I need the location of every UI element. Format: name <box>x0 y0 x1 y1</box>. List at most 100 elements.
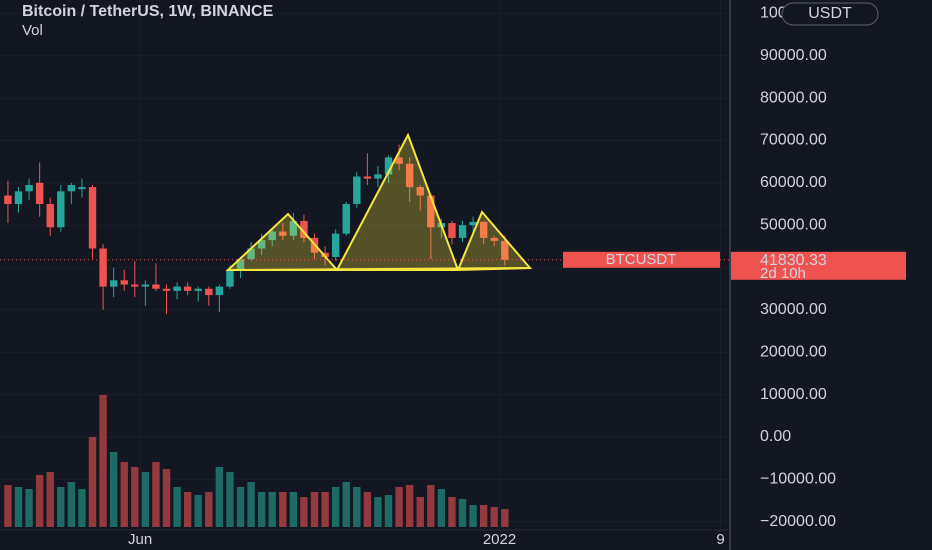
volume-bar <box>67 482 76 527</box>
chart-title: Bitcoin / TetherUS, 1W, BINANCE <box>22 3 274 20</box>
overlay: Bitcoin / TetherUS, 1W, BINANCE Vol USDT… <box>0 2 906 282</box>
y-tick-label: 70000.00 <box>760 132 827 149</box>
candle-body <box>458 225 467 238</box>
candle-body <box>374 174 382 179</box>
candle-body <box>162 288 171 291</box>
candle-body <box>46 204 54 228</box>
y-tick-label: 80000.00 <box>760 89 827 106</box>
candle-body <box>395 157 403 164</box>
candle-body <box>342 204 350 234</box>
candle-body <box>4 195 12 205</box>
candle-body <box>279 231 287 236</box>
volume-bar <box>469 505 477 527</box>
candle-body <box>384 157 393 175</box>
candle-body <box>99 248 107 287</box>
head <box>335 132 460 271</box>
candle-body <box>183 286 192 291</box>
candle-body <box>501 240 509 260</box>
head-and-shoulders-drawing <box>225 132 533 272</box>
candle-body <box>14 191 23 205</box>
candle-body <box>416 187 424 196</box>
candle-body <box>247 248 255 260</box>
candle-body <box>331 233 340 257</box>
candle-body <box>67 184 76 192</box>
volume-bar <box>88 437 97 527</box>
volume-bar <box>131 467 139 527</box>
y-tick-label: 0.00 <box>760 428 791 445</box>
volume-bar <box>384 495 393 527</box>
y-tick-label: 20000.00 <box>760 344 827 361</box>
candle-body <box>88 187 97 249</box>
volume-bar <box>57 487 65 527</box>
candle-body <box>152 284 160 289</box>
candle-body <box>353 176 361 205</box>
candle-body <box>194 288 202 291</box>
candle-body <box>25 184 33 192</box>
volume-layer <box>4 395 509 527</box>
volume-bar <box>416 497 424 527</box>
candle-body <box>226 269 234 287</box>
candle-body <box>257 240 266 249</box>
volume-bar <box>268 492 276 527</box>
volume-bar <box>427 485 435 527</box>
volume-bar <box>321 492 329 527</box>
volume-bar <box>458 499 467 527</box>
volume-bar <box>490 507 498 527</box>
volume-bar <box>173 487 181 527</box>
volume-bar <box>205 492 213 527</box>
candle-body <box>205 288 213 296</box>
candle-body <box>405 163 414 188</box>
volume-bar <box>120 462 128 527</box>
neckline <box>227 267 531 271</box>
volume-bar <box>4 485 12 527</box>
candle-body <box>448 223 456 238</box>
candle-body <box>479 221 488 238</box>
candle-body <box>109 280 118 287</box>
volume-bar <box>247 482 255 527</box>
volume-bar <box>479 505 488 527</box>
volume-bar <box>405 485 414 527</box>
candle-body <box>321 252 329 257</box>
currency-badge[interactable] <box>781 2 879 26</box>
y-tick-label: 60000.00 <box>760 174 827 191</box>
volume-label: Vol <box>22 22 43 39</box>
candle-body <box>469 221 477 226</box>
volume-bar <box>289 492 298 527</box>
volume-bar <box>342 482 350 527</box>
volume-bar <box>257 492 266 527</box>
volume-bar <box>300 497 308 527</box>
volume-bar <box>363 492 372 527</box>
candle-body <box>57 191 65 228</box>
volume-bar <box>162 469 171 527</box>
last-price-badge <box>731 251 906 280</box>
candle-body <box>300 220 308 238</box>
volume-bar <box>25 489 33 527</box>
x-tick-label: 2022 <box>483 531 516 548</box>
x-tick-label: Jun <box>128 531 152 548</box>
countdown-label: 2d 10h <box>760 265 806 282</box>
y-tick-label: 50000.00 <box>760 216 827 233</box>
volume-bar <box>353 487 361 527</box>
y-tick-label: 10000.00 <box>760 386 827 403</box>
volume-bar <box>99 395 107 527</box>
volume-bar <box>109 452 118 527</box>
candle-body <box>35 182 44 205</box>
currency-label: USDT <box>808 5 852 22</box>
y-tick-label: 30000.00 <box>760 301 827 318</box>
volume-bar <box>279 492 287 527</box>
candle-body <box>289 220 298 236</box>
volume-bar <box>501 509 509 527</box>
volume-bar <box>46 472 54 527</box>
candle-body <box>141 284 150 287</box>
volume-bar <box>236 487 245 527</box>
volume-bar <box>183 492 192 527</box>
volume-bar <box>78 489 86 527</box>
candle-body <box>173 286 181 291</box>
candle-body <box>131 284 139 287</box>
candle-body <box>363 176 372 179</box>
x-tick-label: 9 <box>716 531 724 548</box>
candle-layer <box>4 144 509 315</box>
candle-body <box>78 187 86 190</box>
volume-bar <box>437 489 446 527</box>
